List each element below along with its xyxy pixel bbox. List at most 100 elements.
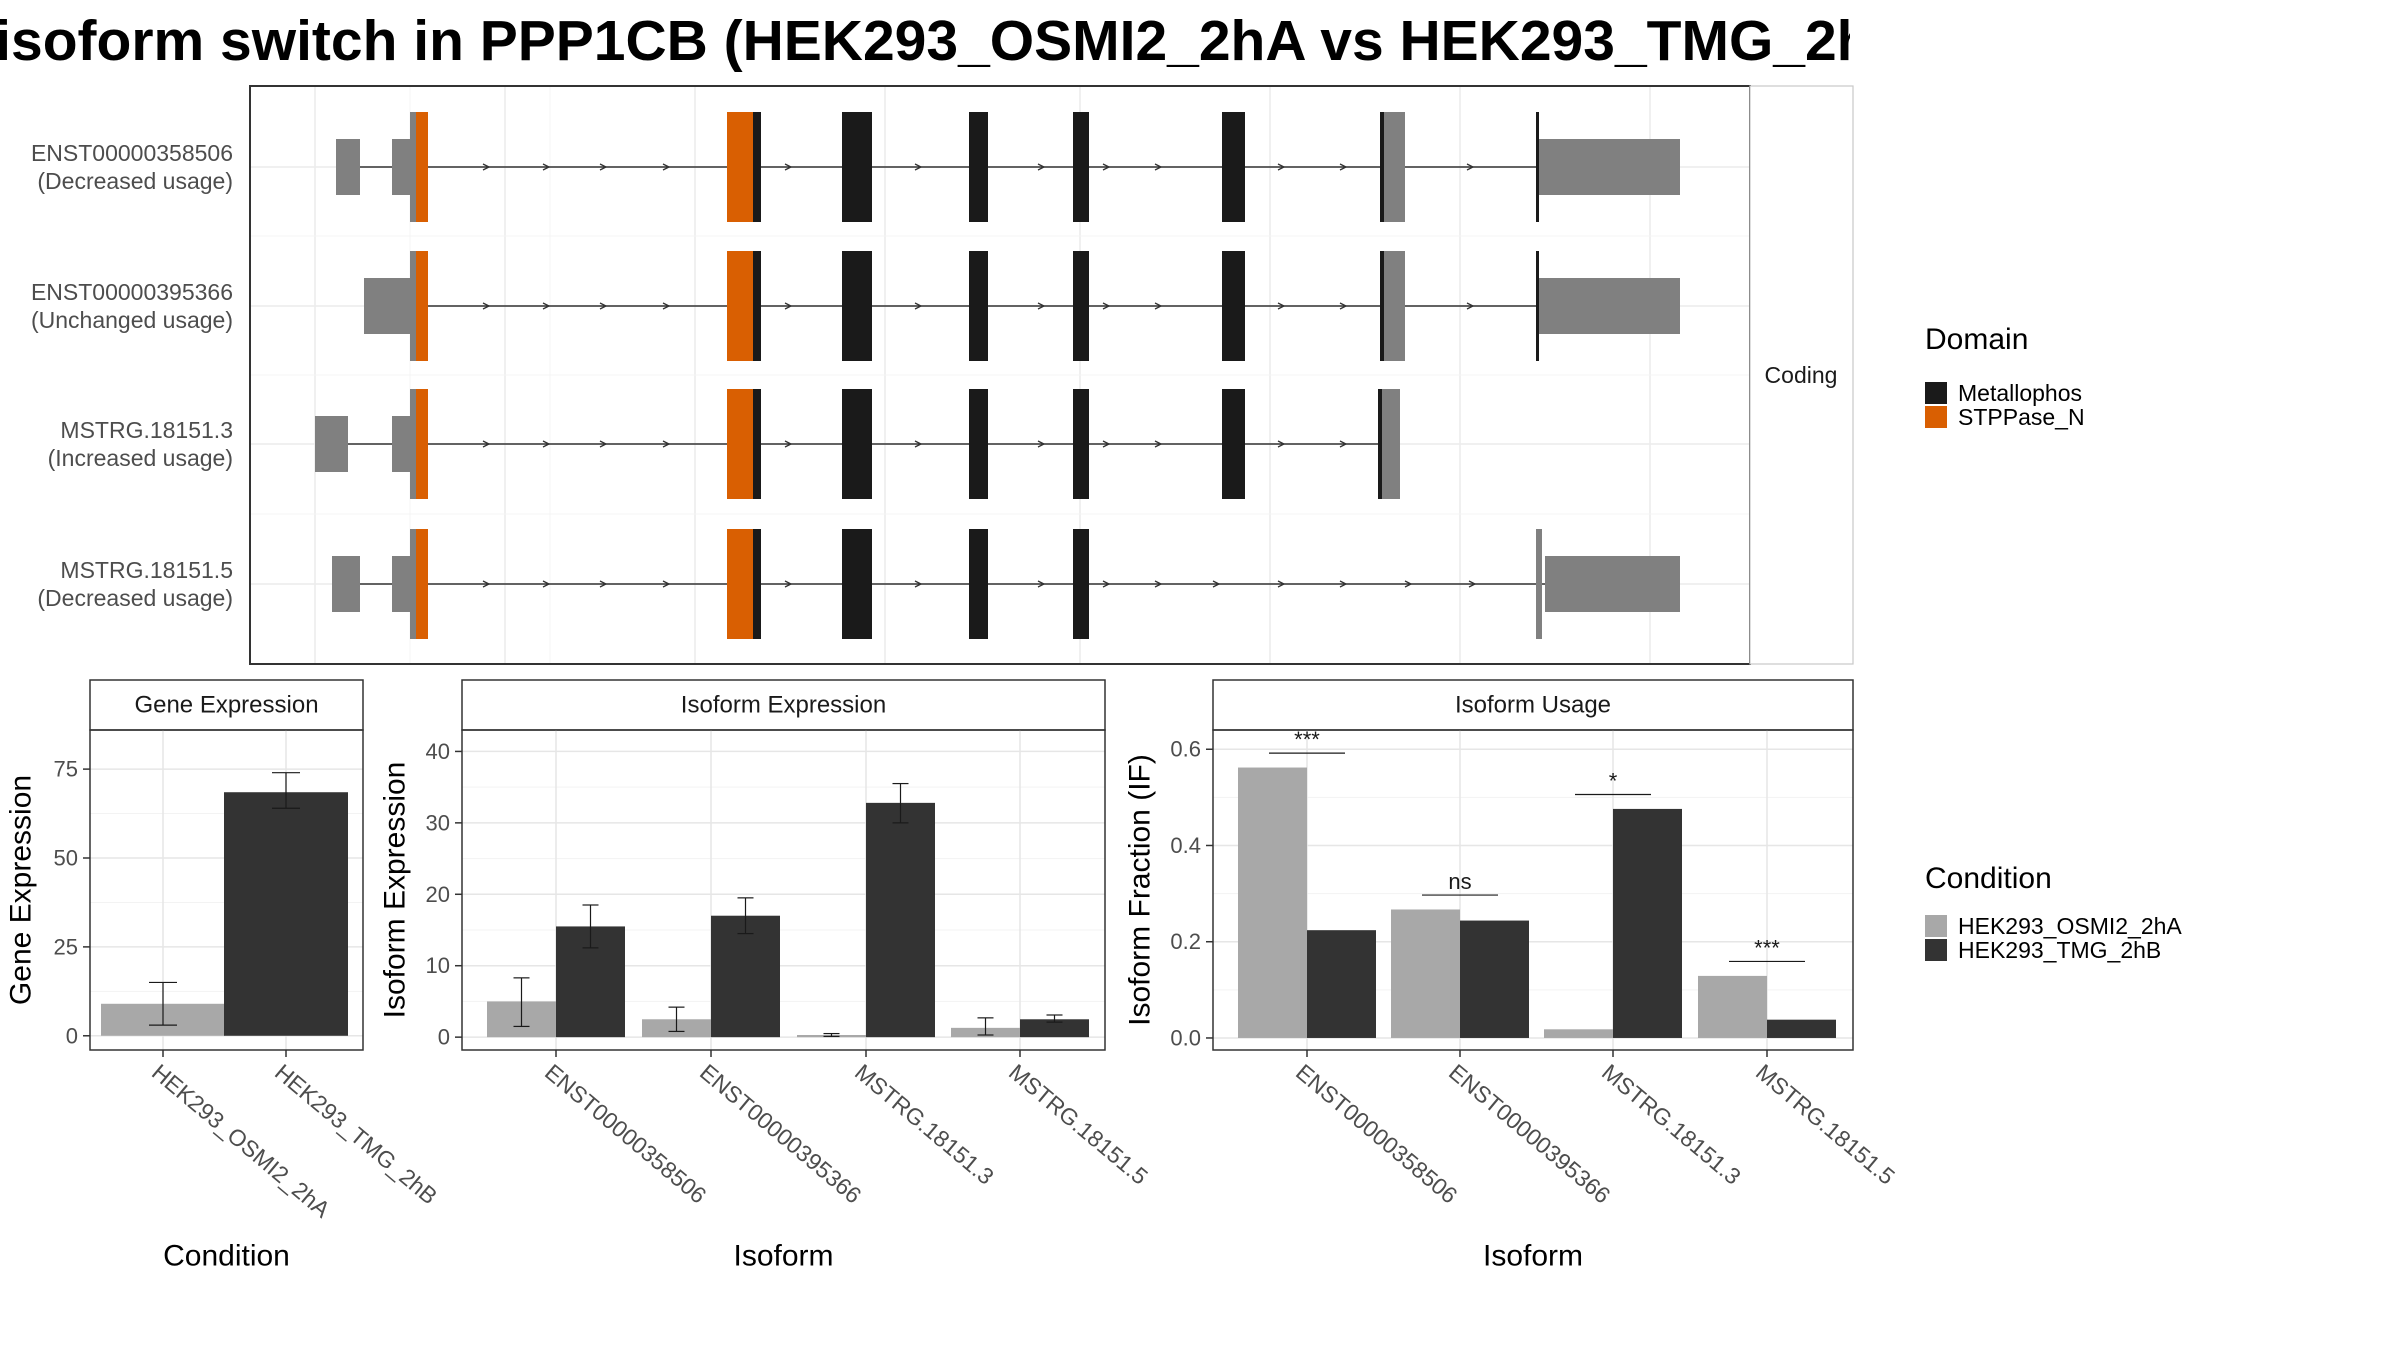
transcript-label-id: MSTRG.18151.3 (60, 417, 233, 443)
domain-metallophos (753, 251, 761, 361)
intron-arrow (599, 163, 608, 171)
exon-edge (1380, 112, 1384, 222)
domain-metallophos (842, 112, 872, 222)
bar-panel: Gene Expression0255075HEK293_OSMI2_2hAHE… (5, 679, 442, 1273)
significance-label: *** (1294, 727, 1320, 752)
intron-arrow (599, 580, 608, 588)
intron-arrow (1404, 580, 1413, 588)
bar (1544, 1029, 1613, 1038)
domain-legend: Domain Metallophos STPPase_N (1925, 323, 2085, 430)
intron-arrow (914, 163, 923, 171)
intron-arrow (1339, 302, 1348, 310)
domain-metallophos (1073, 389, 1089, 499)
utr-block (332, 556, 360, 612)
x-tick-label: ENST00000358506 (540, 1059, 712, 1209)
domain-metallophos (842, 389, 872, 499)
intron-arrow (914, 440, 923, 448)
domain-metallophos (1073, 529, 1089, 639)
bar (1391, 909, 1460, 1038)
y-axis-title: Isoform Fraction (IF) (1124, 754, 1157, 1026)
transcript-row (315, 389, 1400, 499)
facet-strip-coding (1749, 85, 1854, 665)
domain-metallophos (969, 529, 988, 639)
bar (1767, 1019, 1836, 1038)
intron-arrow (1277, 302, 1286, 310)
transcript-row (332, 529, 1680, 639)
y-tick-label: 75 (54, 757, 78, 782)
legend-label-stppase-n: STPPase_N (1958, 404, 2085, 430)
y-tick-label: 40 (426, 739, 450, 764)
significance-label: * (1609, 768, 1618, 793)
utr-block (336, 139, 360, 195)
utr-block (315, 416, 348, 472)
bar (1238, 767, 1307, 1038)
intron-arrow (482, 302, 491, 310)
domain-metallophos (969, 251, 988, 361)
transcript-label-status: (Unchanged usage) (31, 307, 233, 333)
intron-arrow (784, 440, 793, 448)
panel-border (89, 729, 364, 1051)
intron-arrow (542, 163, 551, 171)
intron-arrow (599, 440, 608, 448)
domain-metallophos (969, 112, 988, 222)
y-tick-label: 10 (426, 953, 450, 978)
utr-block (392, 416, 410, 472)
transcript-label-status: (Decreased usage) (37, 585, 233, 611)
transcript-label-id: ENST00000358506 (31, 140, 233, 166)
intron-arrow (1339, 580, 1348, 588)
bar-chart-panels: Gene Expression0255075HEK293_OSMI2_2hAHE… (5, 679, 1900, 1273)
x-axis-title: Condition (163, 1240, 290, 1273)
panel-title: Isoform Usage (1455, 692, 1611, 719)
structure-rows (315, 112, 1680, 639)
intron-arrow (914, 580, 923, 588)
legend-swatch-metallophos (1925, 382, 1947, 404)
domain-stppase-n (727, 529, 753, 639)
domain-metallophos (1222, 112, 1245, 222)
intron-arrow (1102, 302, 1111, 310)
intron-arrow (662, 302, 671, 310)
intron-arrow (662, 580, 671, 588)
x-tick-label: MSTRG.18151.3 (850, 1059, 999, 1190)
intron-arrow (1277, 163, 1286, 171)
x-tick-label: ENST00000358506 (1291, 1059, 1463, 1209)
y-tick-label: 0.2 (1170, 929, 1201, 954)
utr-block (1537, 278, 1680, 334)
domain-stppase-n (416, 389, 428, 499)
bar (1460, 920, 1529, 1038)
utr-block (1380, 112, 1405, 222)
intron-arrow (1102, 440, 1111, 448)
intron-arrow (1037, 302, 1046, 310)
domain-legend-title: Domain (1925, 323, 2028, 356)
panel-border (1212, 729, 1854, 1051)
y-tick-label: 0.6 (1170, 737, 1201, 762)
legend-label-metallophos: Metallophos (1958, 380, 2082, 406)
domain-stppase-n (727, 112, 753, 222)
intron-arrow (1102, 580, 1111, 588)
transcript-labels: ENST00000358506 (Decreased usage) ENST0000… (31, 140, 233, 611)
legend-label-cond-a: HEK293_OSMI2_2hA (1958, 913, 2182, 939)
exon-edge (1380, 251, 1384, 361)
transcript-structure-panel: Coding ENST00000358506(Decreased usage)E… (31, 85, 1854, 665)
intron-arrow (1037, 440, 1046, 448)
y-tick-label: 50 (54, 846, 78, 871)
intron-arrow (784, 163, 793, 171)
bar-panel: Isoform Usage***ns****0.00.20.40.6ENST00… (1124, 679, 1900, 1273)
utr-block (364, 278, 410, 334)
panel-border (461, 729, 1106, 1051)
bar (1020, 1019, 1089, 1038)
utr-block (1380, 251, 1405, 361)
facet-label-coding: Coding (1765, 362, 1838, 388)
intron-arrow (1277, 580, 1286, 588)
page-title: The isoform switch in PPP1CB (HEK293_OSM… (0, 9, 1850, 73)
intron-arrow (542, 302, 551, 310)
bar (711, 915, 780, 1038)
transcript-label-id: ENST00000395366 (31, 279, 233, 305)
intron-arrow (1466, 302, 1475, 310)
bar-panel: Isoform Expression 0 10 20 30 40 ENST000003585… (379, 679, 1153, 1273)
exon-edge (1536, 112, 1539, 222)
intron-arrow (1468, 580, 1477, 588)
bar (1613, 808, 1682, 1038)
y-axis-title: Gene Expression (5, 775, 38, 1005)
bar (224, 792, 348, 1036)
intron-arrow (1154, 580, 1163, 588)
